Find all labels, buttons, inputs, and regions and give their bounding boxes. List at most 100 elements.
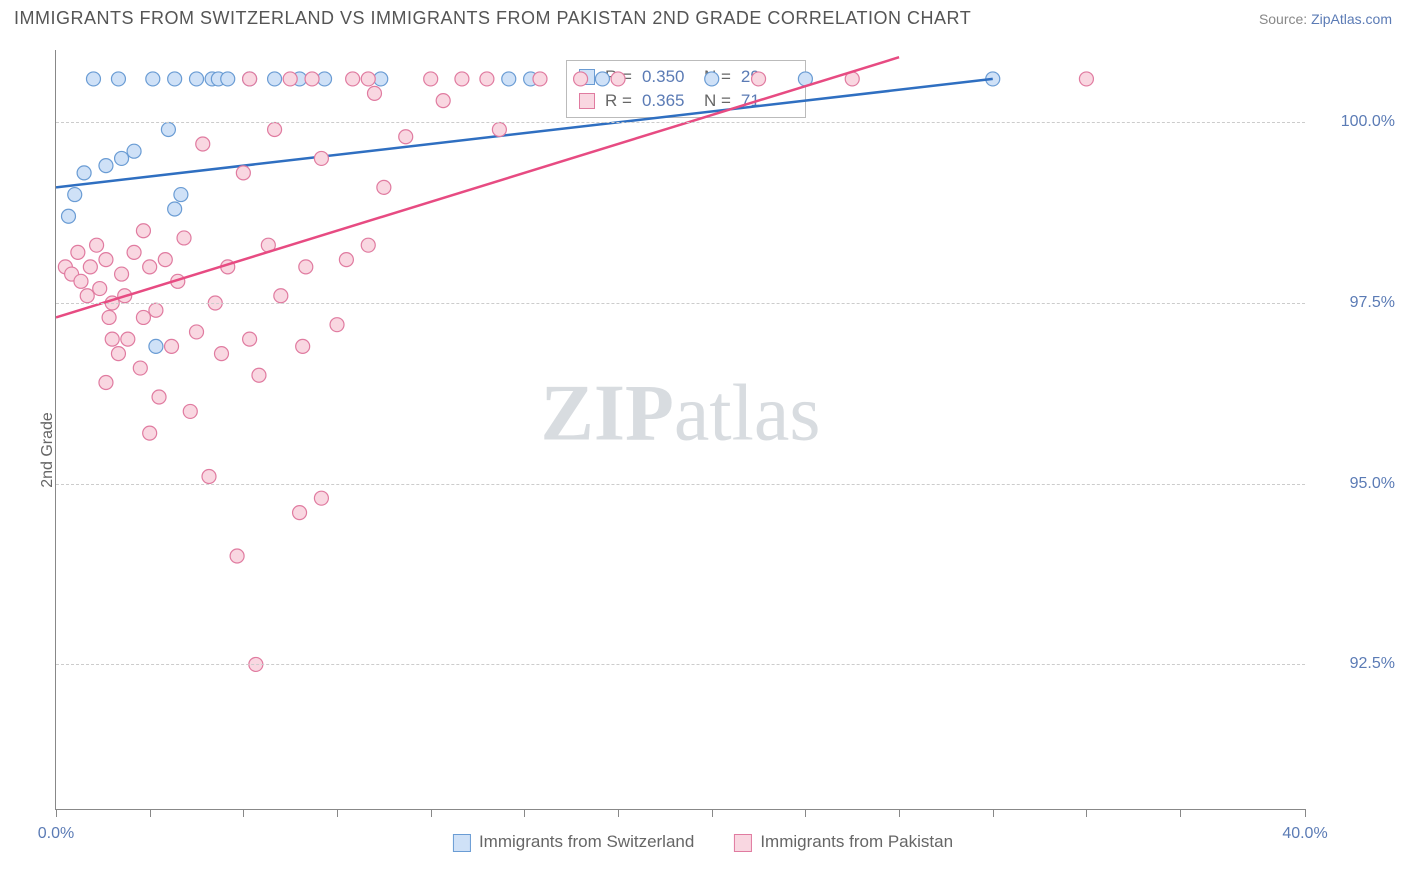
data-point (127, 245, 141, 259)
data-point (236, 166, 250, 180)
data-point (299, 260, 313, 274)
data-point (367, 86, 381, 100)
legend-item-switzerland: Immigrants from Switzerland (453, 832, 694, 852)
data-point (143, 426, 157, 440)
data-point (480, 72, 494, 86)
data-point (136, 224, 150, 238)
data-point (143, 260, 157, 274)
x-tick (524, 809, 525, 817)
source-link[interactable]: ZipAtlas.com (1311, 11, 1392, 27)
data-point (252, 368, 266, 382)
data-point (221, 72, 235, 86)
data-point (595, 72, 609, 86)
x-tick (431, 809, 432, 817)
data-point (183, 404, 197, 418)
data-point (274, 289, 288, 303)
y-tick-label: 100.0% (1315, 113, 1395, 131)
data-point (83, 260, 97, 274)
trend-line (56, 79, 993, 187)
data-point (133, 361, 147, 375)
x-tick (243, 809, 244, 817)
legend-series: Immigrants from Switzerland Immigrants f… (453, 832, 953, 852)
data-point (361, 238, 375, 252)
data-point (99, 376, 113, 390)
data-point (168, 72, 182, 86)
legend-label: Immigrants from Switzerland (479, 832, 694, 851)
data-point (177, 231, 191, 245)
data-point (102, 310, 116, 324)
data-point (574, 72, 588, 86)
data-point (243, 332, 257, 346)
data-point (1079, 72, 1093, 86)
data-point (361, 72, 375, 86)
gridline (56, 484, 1305, 485)
data-point (165, 339, 179, 353)
plot-area: ZIPatlas R = 0.350 N = 29 R = 0.365 N = … (55, 50, 1305, 810)
data-point (230, 549, 244, 563)
legend-swatch-switzerland (453, 834, 471, 852)
x-tick (1086, 809, 1087, 817)
legend-label: Immigrants from Pakistan (760, 832, 953, 851)
chart-header: IMMIGRANTS FROM SWITZERLAND VS IMMIGRANT… (0, 0, 1406, 33)
data-point (611, 72, 625, 86)
data-point (127, 144, 141, 158)
data-point (68, 188, 82, 202)
data-point (61, 209, 75, 223)
data-point (752, 72, 766, 86)
data-point (436, 94, 450, 108)
data-point (314, 151, 328, 165)
data-point (93, 282, 107, 296)
data-point (705, 72, 719, 86)
chart-title: IMMIGRANTS FROM SWITZERLAND VS IMMIGRANT… (14, 8, 971, 29)
data-point (196, 137, 210, 151)
data-point (399, 130, 413, 144)
chart-area: 2nd Grade ZIPatlas R = 0.350 N = 29 R = … (0, 40, 1406, 860)
data-point (105, 332, 119, 346)
data-point (149, 339, 163, 353)
series-0 (61, 72, 999, 353)
data-point (424, 72, 438, 86)
chart-source: Source: ZipAtlas.com (1259, 11, 1392, 27)
x-tick (150, 809, 151, 817)
data-point (314, 491, 328, 505)
data-point (86, 72, 100, 86)
data-point (121, 332, 135, 346)
y-tick-label: 97.5% (1315, 294, 1395, 312)
series-1 (58, 72, 1093, 672)
data-point (115, 151, 129, 165)
data-point (168, 202, 182, 216)
gridline (56, 303, 1305, 304)
data-point (149, 303, 163, 317)
data-point (90, 238, 104, 252)
data-point (492, 123, 506, 137)
x-tick (1180, 809, 1181, 817)
data-point (502, 72, 516, 86)
data-point (146, 72, 160, 86)
data-point (111, 72, 125, 86)
x-tick (337, 809, 338, 817)
data-point (158, 253, 172, 267)
gridline (56, 664, 1305, 665)
y-tick-label: 92.5% (1315, 655, 1395, 673)
x-tick (618, 809, 619, 817)
data-point (115, 267, 129, 281)
source-prefix: Source: (1259, 11, 1311, 27)
plot-svg (56, 50, 1305, 809)
data-point (346, 72, 360, 86)
data-point (74, 274, 88, 288)
y-tick-label: 95.0% (1315, 475, 1395, 493)
x-tick (899, 809, 900, 817)
x-tick-label: 0.0% (38, 825, 74, 843)
data-point (161, 123, 175, 137)
gridline (56, 122, 1305, 123)
data-point (152, 390, 166, 404)
data-point (99, 159, 113, 173)
data-point (77, 166, 91, 180)
data-point (214, 347, 228, 361)
data-point (174, 188, 188, 202)
x-tick (56, 809, 57, 817)
data-point (283, 72, 297, 86)
data-point (377, 180, 391, 194)
data-point (111, 347, 125, 361)
data-point (296, 339, 310, 353)
